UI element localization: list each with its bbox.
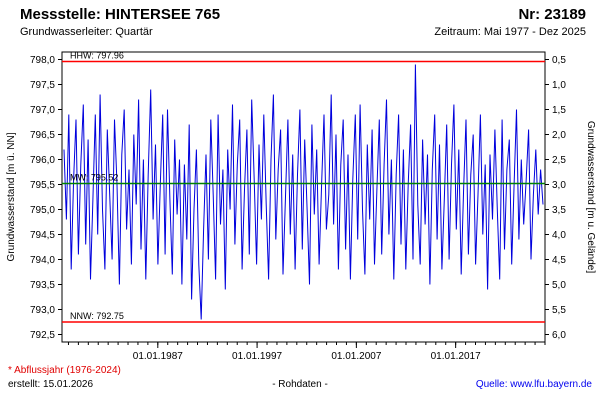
x-tick-label: 01.01.2017	[431, 351, 481, 362]
source-link[interactable]: www.lfu.bayern.de	[510, 379, 592, 390]
x-tick-label: 01.01.1987	[133, 351, 183, 362]
ref-label-hhw: HHW: 797.96	[70, 51, 124, 61]
y-tick-label-left: 797,5	[30, 80, 55, 91]
y-tick-label-right: 6,0	[552, 330, 566, 341]
y-tick-label-right: 3,5	[552, 205, 566, 216]
y-tick-label-right: 5,0	[552, 280, 566, 291]
x-tick-label: 01.01.1997	[232, 351, 282, 362]
data-type-label: - Rohdaten -	[272, 379, 328, 390]
series-rohdaten-line	[63, 64, 544, 320]
y-tick-label-right: 3,0	[552, 180, 566, 191]
x-tick-label: 01.01.2007	[331, 351, 381, 362]
y-tick-label-right: 0,5	[552, 55, 566, 66]
y-axis-title-right: Grundwasserstand [m u. Gelände]	[585, 121, 596, 274]
y-axis-title-left: Grundwasserstand [m ü. NN]	[6, 132, 17, 261]
y-tick-label-right: 4,5	[552, 255, 566, 266]
y-tick-label-right: 5,5	[552, 305, 566, 316]
source-line: Quelle: www.lfu.bayern.de	[476, 379, 592, 390]
station-number: Nr: 23189	[518, 6, 586, 23]
y-tick-label-left: 795,5	[30, 180, 55, 191]
y-tick-label-right: 4,0	[552, 230, 566, 241]
y-tick-label-left: 794,0	[30, 255, 55, 266]
period-label: Zeitraum: Mai 1977 - Dez 2025	[434, 26, 586, 38]
y-tick-label-right: 2,5	[552, 155, 566, 166]
y-tick-label-left: 793,5	[30, 280, 55, 291]
groundwater-chart: 798,0 0,5 797,5 1,0 797,0 1,5 796,5 2,0 796,0 2,5…	[6, 51, 596, 363]
y-tick-label-left: 796,5	[30, 130, 55, 141]
y-tick-label-left: 798,0	[30, 55, 55, 66]
y-tick-label-right: 2,0	[552, 130, 566, 141]
page-title: Messstelle: HINTERSEE 765	[20, 6, 221, 23]
y-tick-label-left: 792,5	[30, 330, 55, 341]
source-label: Quelle:	[475, 379, 508, 390]
y-tick-label-left: 793,0	[30, 305, 55, 316]
y-tick-label-left: 796,0	[30, 155, 55, 166]
y-tick-label-right: 1,0	[552, 80, 566, 91]
ref-label-mw: MW: 795.52	[70, 173, 118, 183]
created-date: erstellt: 15.01.2026	[8, 379, 94, 390]
header: Messstelle: HINTERSEE 765 Nr: 23189 Grun…	[0, 0, 600, 39]
y-tick-label-right: 1,5	[552, 105, 566, 116]
aquifer-label: Grundwasserleiter: Quartär	[20, 26, 153, 38]
y-tick-label-left: 794,5	[30, 230, 55, 241]
footnote-abflussjahr: * Abflussjahr (1976-2024)	[8, 365, 121, 376]
y-tick-label-left: 797,0	[30, 105, 55, 116]
ref-label-nnw: NNW: 792.75	[70, 311, 124, 321]
y-tick-label-left: 795,0	[30, 205, 55, 216]
footer: * Abflussjahr (1976-2024) erstellt: 15.0…	[0, 364, 600, 400]
